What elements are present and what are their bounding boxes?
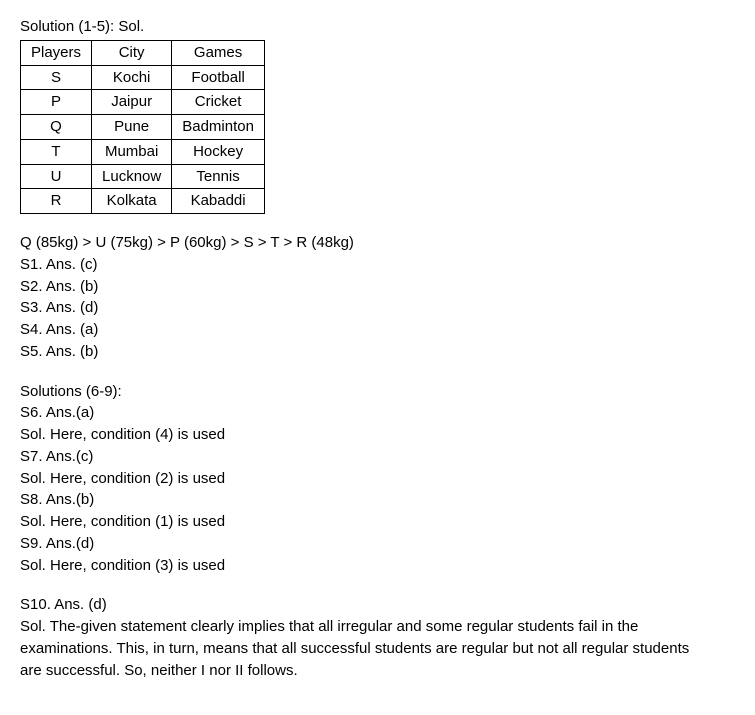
table-cell: Mumbai bbox=[92, 139, 172, 164]
table-cell: Q bbox=[21, 115, 92, 140]
table-cell: Lucknow bbox=[92, 164, 172, 189]
answer-line: S4. Ans. (a) bbox=[20, 319, 735, 341]
table-cell: S bbox=[21, 65, 92, 90]
sol-line: Sol. Here, condition (2) is used bbox=[20, 468, 735, 490]
table-cell: P bbox=[21, 90, 92, 115]
table-cell: Kochi bbox=[92, 65, 172, 90]
table-cell: Jaipur bbox=[92, 90, 172, 115]
table-cell: T bbox=[21, 139, 92, 164]
table-cell: Kabaddi bbox=[172, 189, 265, 214]
section-solutions-6-9: Solutions (6-9): S6. Ans.(a) Sol. Here, … bbox=[20, 381, 735, 577]
table-cell: Badminton bbox=[172, 115, 265, 140]
header-6-9: Solutions (6-9): bbox=[20, 381, 735, 403]
header-1-5: Solution (1-5): Sol. bbox=[20, 16, 735, 38]
answer-line: S5. Ans. (b) bbox=[20, 341, 735, 363]
table-cell: Cricket bbox=[172, 90, 265, 115]
answer-line: S1. Ans. (c) bbox=[20, 254, 735, 276]
table-row: T Mumbai Hockey bbox=[21, 139, 265, 164]
ordering-line: Q (85kg) > U (75kg) > P (60kg) > S > T >… bbox=[20, 232, 735, 254]
answer-line: S9. Ans.(d) bbox=[20, 533, 735, 555]
table-cell: Pune bbox=[92, 115, 172, 140]
table-cell: U bbox=[21, 164, 92, 189]
section-solution-1-5: Solution (1-5): Sol. Players City Games … bbox=[20, 16, 735, 214]
sol-line: Sol. Here, condition (4) is used bbox=[20, 424, 735, 446]
answer-line: S6. Ans.(a) bbox=[20, 402, 735, 424]
table-row: Q Pune Badminton bbox=[21, 115, 265, 140]
table-header-row: Players City Games bbox=[21, 40, 265, 65]
table-row: S Kochi Football bbox=[21, 65, 265, 90]
solution-table: Players City Games S Kochi Football P Ja… bbox=[20, 40, 265, 214]
section-ordering-answers: Q (85kg) > U (75kg) > P (60kg) > S > T >… bbox=[20, 232, 735, 363]
table-header-cell: Games bbox=[172, 40, 265, 65]
sol-paragraph: Sol. The-given statement clearly implies… bbox=[20, 616, 700, 681]
table-row: U Lucknow Tennis bbox=[21, 164, 265, 189]
table-cell: Hockey bbox=[172, 139, 265, 164]
table-cell: Kolkata bbox=[92, 189, 172, 214]
table-cell: Football bbox=[172, 65, 265, 90]
table-header-cell: Players bbox=[21, 40, 92, 65]
sol-line: Sol. Here, condition (1) is used bbox=[20, 511, 735, 533]
answer-line: S2. Ans. (b) bbox=[20, 276, 735, 298]
sol-line: Sol. Here, condition (3) is used bbox=[20, 555, 735, 577]
table-cell: R bbox=[21, 189, 92, 214]
document-body: Solution (1-5): Sol. Players City Games … bbox=[20, 16, 735, 681]
section-s10: S10. Ans. (d) Sol. The-given statement c… bbox=[20, 594, 735, 681]
table-cell: Tennis bbox=[172, 164, 265, 189]
answer-line: S7. Ans.(c) bbox=[20, 446, 735, 468]
answer-line: S10. Ans. (d) bbox=[20, 594, 735, 616]
table-header-cell: City bbox=[92, 40, 172, 65]
table-row: R Kolkata Kabaddi bbox=[21, 189, 265, 214]
answer-line: S8. Ans.(b) bbox=[20, 489, 735, 511]
table-row: P Jaipur Cricket bbox=[21, 90, 265, 115]
answer-line: S3. Ans. (d) bbox=[20, 297, 735, 319]
